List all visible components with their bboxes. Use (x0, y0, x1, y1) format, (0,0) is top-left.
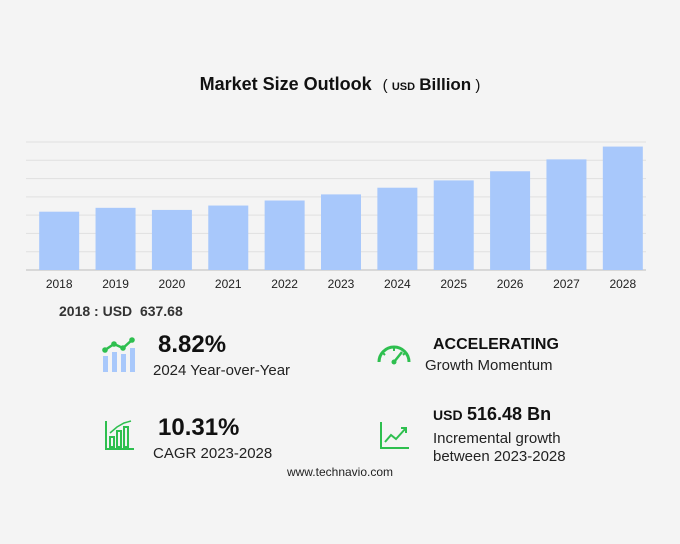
bar-2027 (546, 159, 587, 270)
bar-2020 (151, 209, 192, 270)
line-chart-icon (380, 422, 409, 449)
x-tick-labels: 2018 2019 2020 2021 2022 2023 2024 2025 2026 2027… (46, 277, 637, 291)
momentum-label: Growth Momentum (425, 357, 553, 374)
bar-2025 (433, 180, 474, 270)
bar-2019 (95, 207, 136, 270)
incremental-stat: USD 516.48 Bn (433, 404, 551, 425)
x-tick-2027: 2027 (553, 277, 580, 291)
incremental-label-block: Incremental growth between 2023-2028 (433, 430, 566, 466)
momentum-stat: ACCELERATING (433, 336, 559, 354)
x-tick-2018: 2018 (46, 277, 73, 291)
incremental-value: 516.48 Bn (467, 404, 552, 424)
bar-chart: 2018 2019 2020 2021 2022 2023 2024 2025 2026 2027… (26, 141, 646, 291)
incremental-label-1: Incremental growth (433, 430, 561, 447)
growth-bars-icon (102, 337, 135, 372)
title-unit: ( USD Billion ) (382, 75, 481, 94)
incremental-usd: USD (433, 407, 463, 423)
bar-2028 (602, 146, 643, 270)
title-text: Market Size Outlook (199, 74, 372, 94)
x-tick-2019: 2019 (102, 277, 129, 291)
x-tick-2022: 2022 (271, 277, 298, 291)
cagr-label-block: CAGR 2023-2028 (153, 445, 272, 463)
base-year-label: 2018 : USD 637.68 (59, 303, 183, 319)
cagr-label: CAGR 2023-2028 (153, 445, 273, 462)
speedometer-icon (377, 345, 411, 365)
x-tick-2023: 2023 (328, 277, 355, 291)
bar-2023 (321, 194, 361, 270)
cagr-stat: 10.31% (158, 414, 239, 442)
bar-2021 (208, 205, 249, 270)
x-tick-2028: 2028 (609, 277, 636, 291)
incremental-label-2: between 2023-2028 (433, 448, 566, 465)
footer-url: www.technavio.com (286, 465, 394, 479)
yoy-label-block: 2024 Year-over-Year (153, 362, 290, 380)
bar-2018 (39, 211, 80, 270)
x-tick-2020: 2020 (159, 277, 186, 291)
bar-2024 (377, 187, 418, 270)
momentum-value: ACCELERATING (433, 336, 559, 353)
yoy-stat: 8.82% (158, 331, 226, 359)
yoy-label: 2024 Year-over-Year (153, 362, 291, 379)
x-tick-2021: 2021 (215, 277, 242, 291)
x-tick-2024: 2024 (384, 277, 411, 291)
cagr-value: 10.31% (158, 414, 240, 441)
x-tick-2025: 2025 (440, 277, 467, 291)
yoy-value: 8.82% (158, 331, 227, 358)
bar-2022 (264, 200, 305, 270)
bars (39, 146, 643, 270)
chart-title: Market Size Outlook ( USD Billion ) (0, 74, 680, 95)
x-tick-2026: 2026 (497, 277, 524, 291)
bar-chart-icon (105, 420, 134, 450)
bar-2026 (490, 171, 531, 270)
momentum-label-block: Growth Momentum (425, 357, 553, 375)
